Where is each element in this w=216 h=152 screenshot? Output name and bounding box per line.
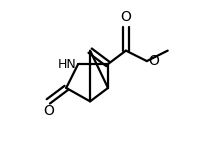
Text: HN: HN [58,58,77,71]
Text: O: O [148,54,159,68]
Text: O: O [43,104,54,118]
Text: O: O [121,10,131,24]
